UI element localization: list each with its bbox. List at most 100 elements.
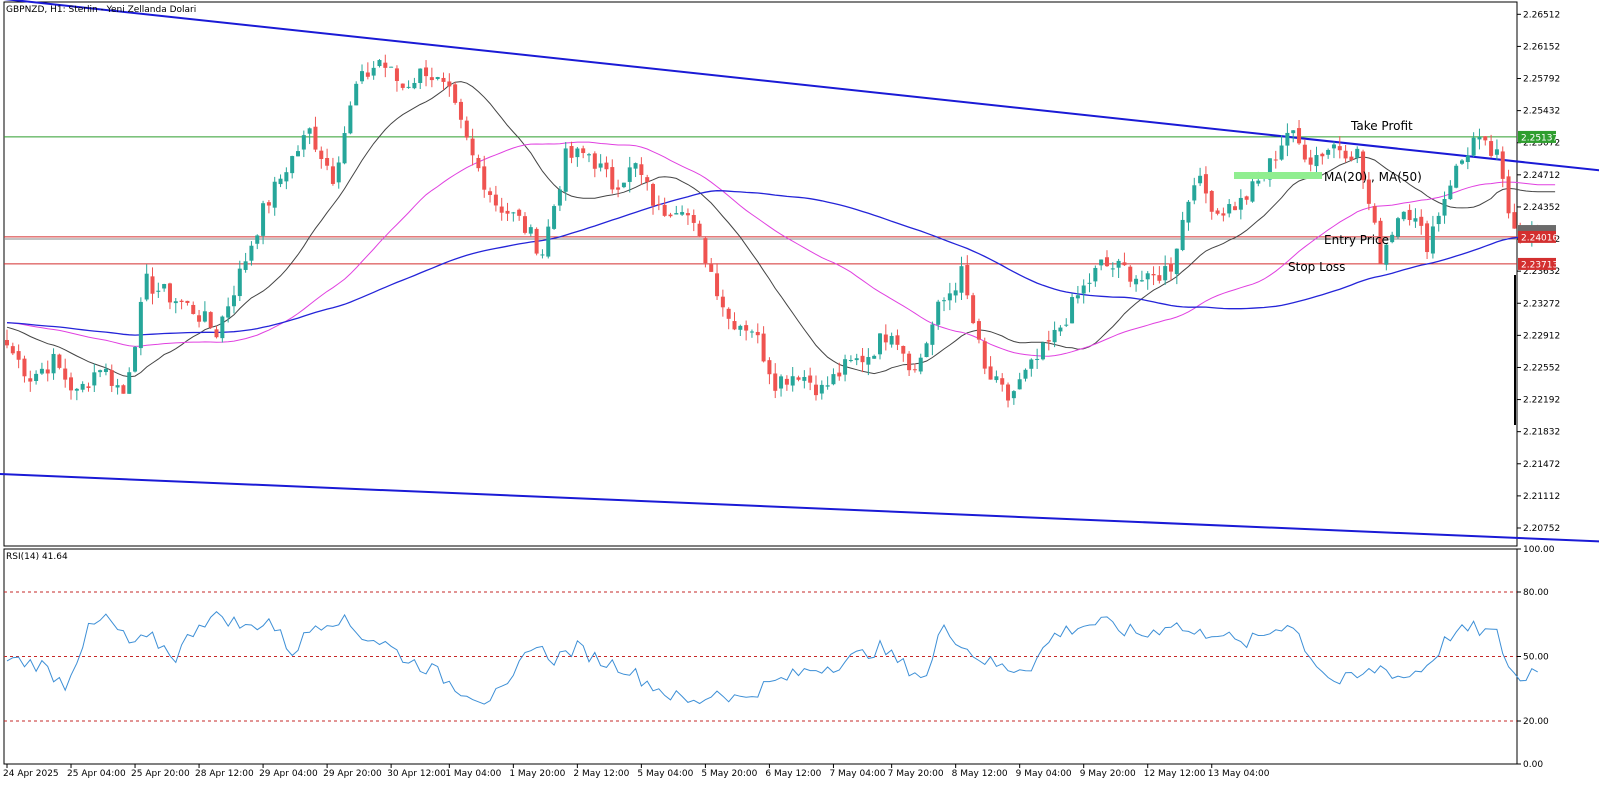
candle-body [1308,157,1313,165]
candle-body [1314,155,1319,167]
candle-body [57,354,62,368]
candle-body [441,77,446,82]
candle-body [377,60,382,67]
main-plot-area[interactable] [3,1,1518,547]
candle-body [779,376,784,389]
rsi-tick-label: 50.00 [1523,653,1549,663]
candle-body [1128,266,1133,282]
candle-body [1029,359,1034,369]
candle-body [319,150,324,160]
candle-body [1419,216,1424,226]
candle-body [1180,219,1185,251]
candle-body [738,325,743,330]
rsi-tick-label: 0.00 [1523,760,1543,770]
candle-body [959,266,964,293]
candle-body [534,228,539,254]
candle-body [1145,273,1150,280]
candle-body [389,66,394,68]
candle-body [272,181,277,208]
candle-body [249,245,254,261]
candle-body [1477,137,1482,140]
candle-body [505,210,510,214]
candle-body [726,308,731,319]
candle-body [1046,340,1051,342]
candle-body [1448,185,1453,200]
candle-body [231,295,236,307]
price-tick-label: 2.21832 [1523,428,1560,438]
candle-body [668,214,673,217]
time-tick-label: 12 May 12:00 [1144,769,1206,779]
candle-body [1384,244,1389,265]
candle-body [784,378,789,385]
candle-body [528,227,533,234]
time-tick-label: 1 May 20:00 [509,769,565,779]
candle-body [482,166,487,190]
candle-body [912,369,917,371]
candle-body [330,166,335,184]
candle-body [1104,257,1109,267]
candle-body [412,82,417,89]
time-tick-label: 9 May 04:00 [1016,769,1072,779]
candle-body [499,206,504,213]
candle-body [918,357,923,372]
candle-body [28,378,33,382]
candle-body [1035,358,1040,360]
rsi-title: RSI(14) 41.64 [6,552,68,562]
candle-body [709,264,714,272]
candle-body [1436,215,1441,225]
candle-body [1134,278,1139,285]
candle-body [150,276,155,294]
candle-body [1494,149,1499,155]
candle-body [103,368,108,372]
time-tick-label: 24 Apr 2025 [3,769,59,779]
candle-body [144,273,149,300]
candle-body [1512,212,1517,229]
candle-body [1395,218,1400,237]
candle-body [848,360,853,362]
candle-body [924,343,929,358]
time-tick-label: 29 Apr 04:00 [259,769,318,779]
candle-body [976,321,981,340]
trendline-upper [3,0,1599,172]
price-tick-label: 2.22912 [1523,331,1560,341]
candle-body [22,358,27,377]
price-tick-label: 2.26152 [1523,42,1560,52]
candle-body [214,329,219,338]
time-tick-label: 2 May 12:00 [573,769,629,779]
candle-body [860,355,865,363]
candle-body [243,261,248,270]
entry-price-label: Entry Price [1324,233,1389,247]
main-layer [0,0,1599,543]
candle-body [511,212,516,214]
candle-body [1372,206,1377,223]
rsi-tick-label: 100.00 [1523,545,1555,555]
candle-body [226,306,231,318]
candle-body [1454,165,1459,188]
candle-body [1186,201,1191,223]
candle-body [808,375,813,383]
candle-body [639,164,644,175]
time-tick-label: 7 May 20:00 [888,769,944,779]
candle-body [546,226,551,257]
price-tick-label: 2.21112 [1523,492,1560,502]
candle-body [1000,378,1005,385]
price-tick-label: 2.22552 [1523,363,1560,373]
candle-body [813,384,818,396]
candle-body [307,128,312,134]
candle-body [1390,234,1395,243]
candle-body [92,372,97,386]
candle-body [127,372,132,394]
candle-body [1343,150,1348,159]
candle-body [1209,191,1214,212]
time-tick-label: 8 May 12:00 [952,769,1008,779]
candle-body [261,203,266,236]
candle-body [691,215,696,223]
candle-body [971,295,976,324]
candle-body [819,384,824,394]
candle-body [651,183,656,206]
candle-body [435,77,440,79]
candle-body [237,268,242,297]
candle-body [470,138,475,156]
